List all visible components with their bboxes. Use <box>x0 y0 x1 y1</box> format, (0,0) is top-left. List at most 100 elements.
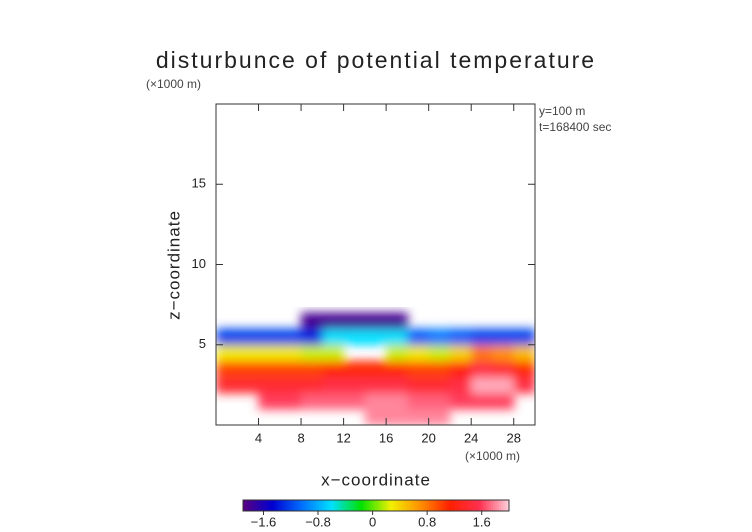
colorbar-swatch <box>369 500 372 511</box>
colorbar-swatch <box>395 500 398 511</box>
colorbar-swatch <box>507 500 510 511</box>
colorbar-tick-label: −0.8 <box>305 514 331 529</box>
colorbar-swatch <box>503 500 506 511</box>
cell <box>364 328 387 346</box>
cell <box>279 392 302 410</box>
x-tick-label: 24 <box>464 430 478 445</box>
colorbar-swatch <box>479 500 482 511</box>
cell <box>407 344 430 362</box>
colorbar-swatch <box>303 500 306 511</box>
cell <box>492 360 515 378</box>
cell <box>386 408 408 425</box>
cell <box>237 328 260 346</box>
cell <box>386 376 408 394</box>
colorbar-swatch <box>473 500 476 511</box>
colorbar-tick-label: −1.6 <box>251 514 277 529</box>
colorbar-swatch <box>411 500 414 511</box>
colorbar-swatch <box>279 500 282 511</box>
cell <box>428 408 451 425</box>
colorbar-swatch <box>383 500 386 511</box>
cell <box>513 360 535 378</box>
colorbar-swatch <box>335 500 338 511</box>
colorbar-swatch <box>259 500 262 511</box>
cell <box>407 328 430 346</box>
colorbar-swatch <box>323 500 326 511</box>
cell <box>343 376 366 394</box>
colorbar-swatch <box>441 500 444 511</box>
cell <box>279 328 302 346</box>
cell <box>322 344 345 362</box>
colorbar-swatch <box>275 500 278 511</box>
colorbar-swatch <box>339 500 342 511</box>
colorbar-swatch <box>437 500 440 511</box>
cell <box>364 392 387 410</box>
cell <box>279 376 302 394</box>
colorbar-swatch <box>307 500 310 511</box>
colorbar-swatch <box>447 500 450 511</box>
cell <box>216 344 238 362</box>
colorbar-swatch <box>345 500 348 511</box>
colorbar-swatch <box>333 500 336 511</box>
cell <box>301 360 323 378</box>
cell <box>258 376 281 394</box>
colorbar-swatch <box>457 500 460 511</box>
cell <box>513 376 535 394</box>
colorbar-swatch <box>299 500 302 511</box>
cell <box>492 376 515 394</box>
cell <box>343 392 366 410</box>
colorbar-swatch <box>255 500 258 511</box>
colorbar-swatch <box>327 500 330 511</box>
y-unit: (×1000 m) <box>146 77 201 91</box>
cell <box>449 376 472 394</box>
cell <box>471 376 493 394</box>
colorbar-swatch <box>313 500 316 511</box>
colorbar-swatch <box>351 500 354 511</box>
colorbar-swatch <box>443 500 446 511</box>
colorbar-swatch <box>485 500 488 511</box>
colorbar-swatch <box>463 500 466 511</box>
colorbar-swatch <box>389 500 392 511</box>
colorbar-swatch <box>281 500 284 511</box>
colorbar-swatch <box>489 500 492 511</box>
colorbar-swatch <box>297 500 300 511</box>
cell <box>428 392 451 410</box>
cell <box>407 376 430 394</box>
cell <box>258 328 281 346</box>
colorbar-swatch <box>289 500 292 511</box>
colorbar-swatch <box>417 500 420 511</box>
cell <box>279 344 302 362</box>
cell <box>322 360 345 378</box>
y-axis-label: z−coordinate <box>164 210 183 320</box>
colorbar-swatch <box>373 500 376 511</box>
cell <box>322 376 345 394</box>
colorbar-swatch <box>475 500 478 511</box>
colorbar-swatch <box>429 500 432 511</box>
y-tick-label: 5 <box>199 336 206 351</box>
colorbar-swatch <box>273 500 276 511</box>
cell <box>301 312 323 330</box>
colorbar: −1.6 −0.8 0 0.8 1.6 <box>242 499 510 529</box>
cell <box>364 360 387 378</box>
colorbar-swatch <box>455 500 458 511</box>
colorbar-swatch <box>421 500 424 511</box>
colorbar-swatch <box>445 500 448 511</box>
cell <box>428 360 451 378</box>
colorbar-swatch <box>317 500 320 511</box>
colorbar-swatch <box>393 500 396 511</box>
colorbar-swatch <box>247 500 250 511</box>
x-tick-label: 12 <box>336 430 350 445</box>
cell <box>407 408 430 425</box>
cell <box>301 328 323 346</box>
colorbar-swatch <box>359 500 362 511</box>
cell <box>449 392 472 410</box>
colorbar-swatch <box>491 500 494 511</box>
colorbar-swatch <box>423 500 426 511</box>
cell <box>513 328 535 346</box>
colorbar-swatch <box>427 500 430 511</box>
colorbar-swatch <box>357 500 360 511</box>
colorbar-swatch <box>499 500 502 511</box>
colorbar-swatch <box>387 500 390 511</box>
colorbar-swatch <box>495 500 498 511</box>
cell <box>407 360 430 378</box>
cell <box>279 360 302 378</box>
